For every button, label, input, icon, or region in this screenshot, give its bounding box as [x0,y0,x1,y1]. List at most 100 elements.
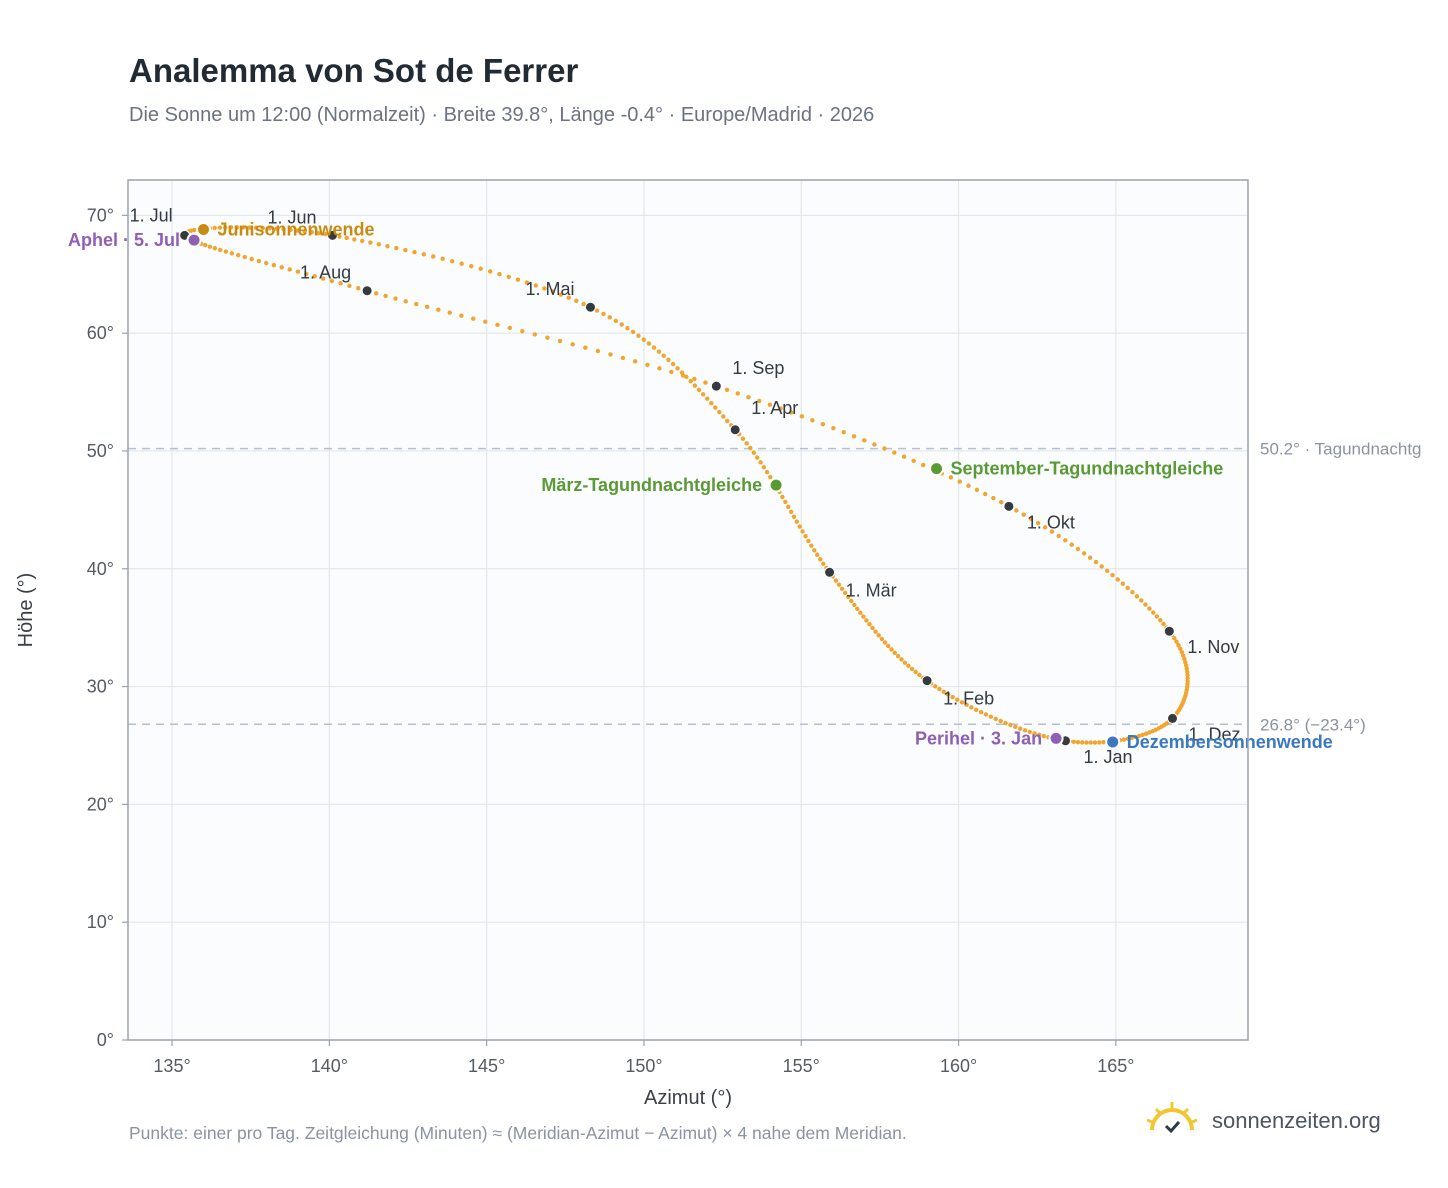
daily-point [1125,585,1130,591]
daily-point [1136,733,1142,739]
month-label: 1. Mai [525,279,574,299]
daily-point [661,353,666,358]
brand[interactable]: sonnenzeiten.org [1144,1100,1381,1141]
daily-point [836,582,842,587]
daily-point [347,283,352,288]
month-point [361,285,373,297]
daily-point [974,487,980,493]
daily-point [1143,731,1149,736]
month-point [1003,500,1015,512]
month-point [584,301,596,313]
daily-point [957,479,962,484]
x-tick-label: 135° [153,1056,190,1076]
x-tick-label: 150° [625,1056,662,1076]
daily-point [1096,740,1102,745]
daily-point [507,325,513,331]
daily-point [818,557,823,562]
daily-point [1099,564,1104,569]
daily-point [1080,740,1085,745]
daily-point [1115,577,1120,582]
daily-point [620,355,626,361]
daily-point [815,552,820,558]
daily-point [383,293,388,299]
daily-point [756,398,762,404]
reference-line-label: 50.2° · Tagundnachtg [1260,440,1422,459]
daily-point [746,394,751,400]
month-label: 1. Feb [943,689,994,709]
daily-point [873,629,878,634]
daily-point [1093,559,1099,565]
daily-point [993,716,998,722]
daily-point [755,455,760,460]
daily-point [721,414,726,419]
daily-point [1147,606,1152,611]
daily-point [703,380,708,385]
daily-point [581,301,586,307]
daily-point [909,666,915,672]
daily-point [911,458,916,464]
daily-point [234,225,240,230]
daily-point [1125,736,1131,741]
daily-point [256,258,262,264]
daily-point [1071,739,1077,745]
daily-point [945,692,951,697]
daily-point [356,286,361,291]
daily-point [1180,653,1186,658]
daily-point [393,296,398,301]
daily-point [360,238,365,244]
daily-point [223,249,229,254]
daily-point [1151,610,1156,615]
daily-point [839,586,845,592]
daily-point [352,237,357,242]
daily-point [436,307,441,312]
daily-point [217,225,223,230]
x-axis-label: Azimut (°) [644,1087,732,1109]
daily-point [570,342,575,347]
daily-point [864,618,869,623]
daily-point [810,418,815,423]
month-point [729,424,741,436]
month-point [1166,712,1178,724]
daily-point [803,534,808,539]
daily-point [1041,733,1047,739]
daily-point [264,260,269,266]
reference-lines: 50.2° · Tagundnachtg 26.8° (−23.4°) [128,440,1422,734]
daily-point [545,335,550,340]
daily-point [1182,656,1187,662]
daily-point [1018,726,1023,731]
month-point [710,380,722,392]
daily-point [955,697,960,702]
daily-point [959,700,965,705]
daily-point [1032,731,1037,736]
daily-point [1014,508,1019,513]
daily-point [978,709,984,715]
daily-point [983,712,989,717]
daily-point [988,714,994,719]
daily-point [421,252,427,257]
event-markers: Junisonnenwende Aphel · 5. Jul März-Tagund… [68,219,1333,751]
daily-point [670,361,676,367]
daily-point [688,378,693,384]
daily-point [656,349,662,354]
daily-point [1075,546,1081,552]
event-point [196,221,212,237]
daily-point [889,647,894,652]
daily-point [1028,516,1034,521]
brand-name[interactable]: sonnenzeiten.org [1212,1107,1381,1133]
daily-point [717,409,722,415]
daily-point [636,333,641,338]
daily-point [228,225,234,230]
daily-point [229,251,235,256]
daily-point [788,509,794,515]
daily-point [870,625,875,631]
daily-point [692,376,697,382]
axis-ticks: 135° 140° 145° 150° 155° 160° 165° 0° 10° 20° 30° 4… [87,205,1135,1076]
daily-point [532,332,538,337]
daily-point [973,707,979,712]
daily-point [833,578,839,583]
daily-point [646,341,652,346]
daily-point [1185,672,1190,678]
daily-point [879,636,885,642]
daily-point [550,289,555,294]
daily-point [744,441,749,446]
